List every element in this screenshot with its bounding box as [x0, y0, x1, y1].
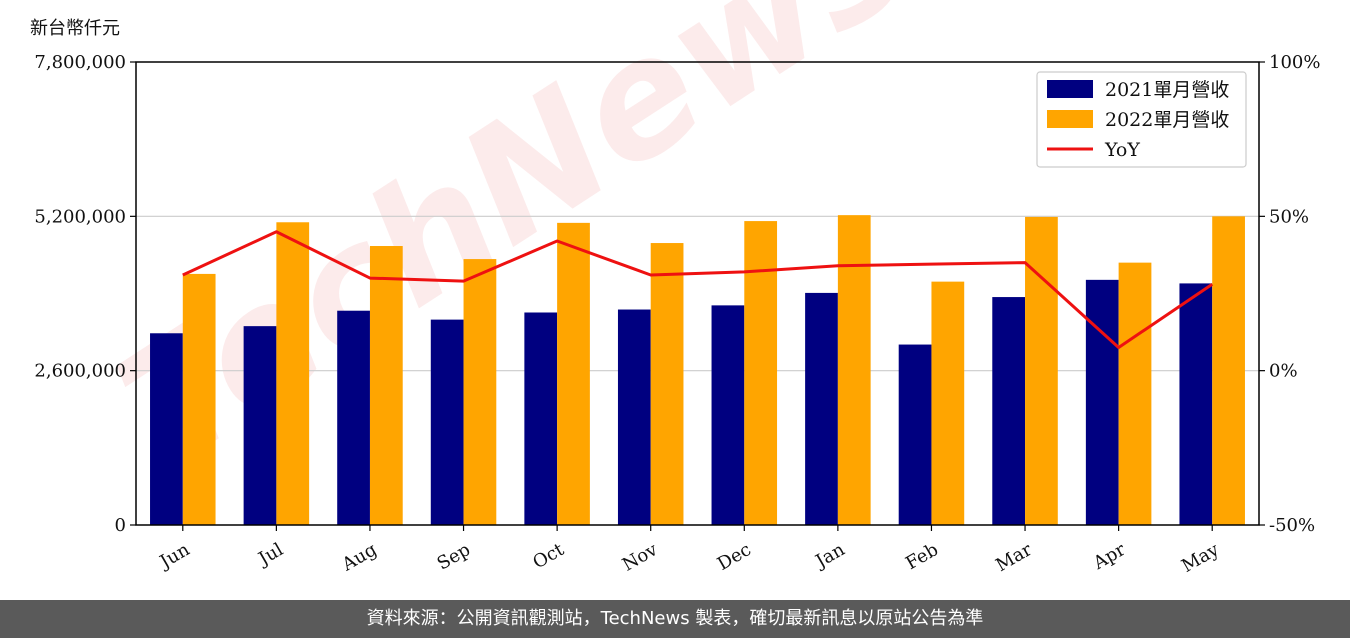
x-tick-label: Jul [253, 539, 287, 571]
unit-label: 新台幣仟元 [30, 18, 120, 39]
x-tick-label: Dec [714, 539, 755, 575]
bar-2022 [1025, 216, 1058, 525]
chart: 0 2,600,000 5,200,000 7,800,000 -50% 0% 50% 100… [34, 52, 1320, 577]
x-tick-label: Mar [992, 539, 1036, 576]
bar-2021 [711, 305, 745, 525]
y-left-tick-label: 0 [115, 515, 126, 536]
x-tick-label: Oct [529, 539, 568, 574]
bar-2022 [650, 243, 684, 526]
bar-2022 [1118, 262, 1152, 525]
x-tick-label: Aug [338, 539, 381, 576]
bar-2021 [150, 333, 183, 525]
y-right-tick-label: -50% [1269, 515, 1315, 536]
x-tick-label: Apr [1089, 539, 1129, 574]
legend-label: 2021單月營收 [1105, 79, 1229, 101]
x-tick-label: Feb [902, 539, 942, 574]
y-left-tick-label: 2,600,000 [34, 361, 126, 382]
bar-2021 [1179, 283, 1213, 525]
bar-2021 [617, 309, 651, 525]
legend-label: 2022單月營收 [1105, 109, 1229, 131]
y-right-tick-label: 50% [1269, 206, 1309, 227]
bar-2021 [805, 292, 838, 525]
x-tick-label: Sep [434, 539, 474, 574]
bar-2022 [369, 246, 403, 525]
legend-swatch [1047, 80, 1093, 98]
x-tick-label: Jan [811, 539, 849, 573]
bar-2022 [182, 273, 216, 525]
bar-2022 [1212, 216, 1245, 526]
bar-2022 [557, 222, 590, 525]
bar-2021 [524, 312, 558, 525]
legend-label: YoY [1104, 139, 1140, 161]
bar-2022 [744, 221, 778, 526]
bar-2022 [276, 222, 310, 525]
y-right-tick-label: 100% [1269, 52, 1320, 73]
bar-2022 [837, 215, 871, 525]
x-tick-label: May [1178, 539, 1223, 577]
yoy-line [182, 230, 1214, 350]
bar-2021 [337, 310, 370, 525]
y-left-tick-label: 5,200,000 [34, 206, 126, 227]
bar-2021 [898, 344, 932, 525]
bar-2021 [1085, 279, 1119, 525]
bar-2022 [463, 259, 497, 525]
bar-2021 [992, 297, 1026, 525]
bar-2021 [430, 319, 464, 525]
x-tick-label: Nov [619, 539, 662, 576]
y-left-tick-label: 7,800,000 [34, 52, 126, 73]
x-tick-label: Jun [155, 539, 194, 574]
legend-swatch [1047, 110, 1093, 128]
plot-frame [135, 61, 1260, 526]
footer-caption: 資料來源：公開資訊觀測站，TechNews 製表，確切最新訊息以原站公告為準 [0, 600, 1350, 638]
bar-2021 [243, 326, 277, 525]
y-right-tick-label: 0% [1269, 361, 1298, 382]
bar-2022 [931, 281, 965, 525]
